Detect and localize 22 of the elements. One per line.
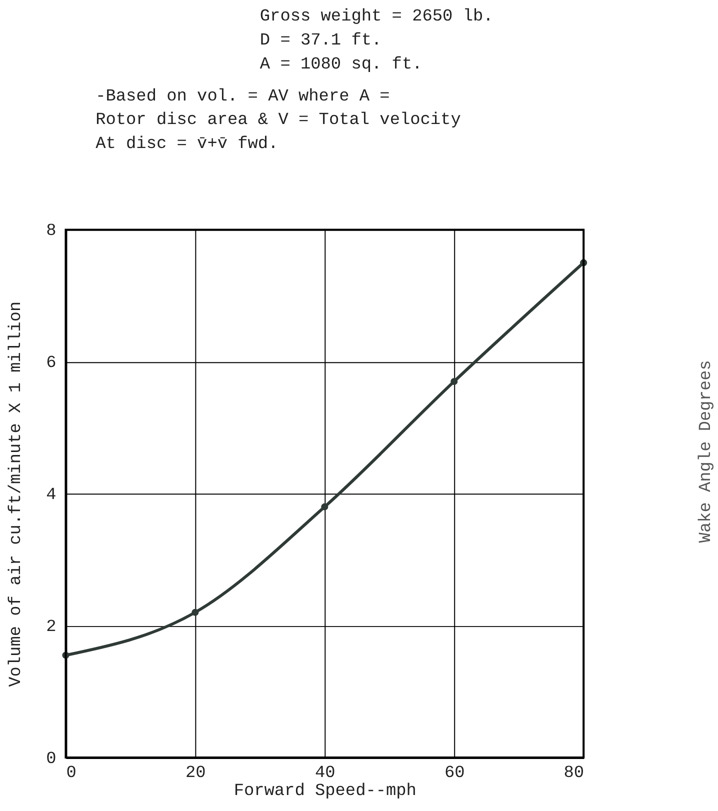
point	[192, 608, 199, 616]
y-tick-label: 8	[46, 222, 56, 242]
x-tick-label: 40	[314, 764, 336, 783]
y-tick-label: 6	[46, 354, 56, 374]
y-tick-label: 0	[46, 750, 56, 769]
text: Gross weight = 2650 lb.	[260, 8, 494, 27]
x-tick-label: 20	[186, 764, 206, 783]
y-axis-title: Volume of air cu.ft/minute X 1 million	[7, 301, 26, 687]
y-tick-label: 4	[46, 486, 56, 506]
x-tick-label: 0	[66, 764, 76, 783]
text: A = 1080 sq. ft.	[260, 55, 422, 74]
text: D = 37.1 ft.	[260, 31, 382, 50]
point	[450, 378, 458, 385]
point	[321, 503, 328, 510]
text: Wake Angle Degrees	[697, 360, 716, 543]
x-axis-title: Forward Speed--mph	[234, 782, 416, 801]
x-tick-label: 80	[564, 764, 584, 783]
text: Rotor disc area & V = Total velocity	[96, 111, 461, 130]
x-tick-label: 60	[444, 764, 465, 783]
text: -Based on vol. = AV where A =	[96, 87, 390, 106]
y-tick-label: 2	[46, 618, 56, 638]
text: At disc = v̄+v̄ fwd.	[96, 135, 278, 154]
